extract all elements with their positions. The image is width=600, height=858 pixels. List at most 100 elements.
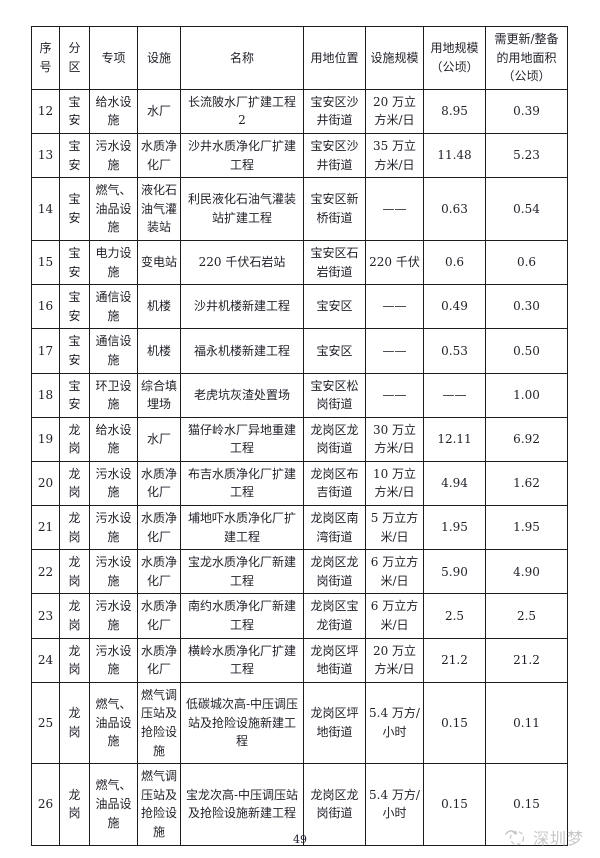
cell-facility-scale: —— <box>365 284 424 330</box>
cell-district: 龙岗 <box>59 416 90 462</box>
cell-project-name: 老虎坑灰渣处置场 <box>180 372 304 418</box>
shenzhen-dream-logo-icon <box>504 827 528 847</box>
header-cell-land-scale: 用地规模（公顷） <box>423 26 486 90</box>
cell-renewal-area: 0.6 <box>485 239 568 286</box>
cell-renewal-area: 0.15 <box>485 763 568 846</box>
header-cell-renewal-area: 需更新/整备的用地面积（公顷） <box>485 26 568 90</box>
watermark-text: 深圳梦 <box>532 829 584 848</box>
cell-land-scale: 12.11 <box>423 416 486 462</box>
cell-land-location: 龙岗区龙岗街道 <box>303 416 366 462</box>
cell-land-scale: 0.6 <box>423 239 486 286</box>
cell-land-scale: 0.15 <box>423 763 486 846</box>
cell-land-scale: 8.95 <box>423 88 486 134</box>
cell-project-name: 宝龙次高-中压调压站及抢险设施新建工程 <box>180 763 304 846</box>
cell-facility: 综合填埋场 <box>137 372 181 418</box>
table-row: 17 宝安 通信设施 机楼 福永机楼新建工程 宝安区 —— 0.53 0.50 <box>31 328 568 374</box>
cell-row-number: 13 <box>31 132 60 179</box>
cell-land-scale: 4.94 <box>423 460 486 507</box>
header-cell-row-number: 序号 <box>31 26 60 90</box>
cell-facility: 水质净化厂 <box>137 132 181 179</box>
cell-row-number: 25 <box>31 681 60 765</box>
table-row: 21 龙岗 污水设施 水质净化厂 埔地吓水质净化厂扩建工程 龙岗区南湾街道 5 万立方米/日… <box>31 505 568 551</box>
cell-project-name: 埔地吓水质净化厂扩建工程 <box>180 505 304 551</box>
cell-project-name: 南约水质净化厂新建工程 <box>180 593 304 639</box>
cell-district: 龙岗 <box>59 763 90 846</box>
table-row: 26 龙岗 燃气、油品设施 燃气调压站及抢险设施 宝龙次高-中压调压站及抢险设施新建工程… <box>31 763 568 846</box>
cell-renewal-area: 0.54 <box>485 177 568 241</box>
cell-facility: 机楼 <box>137 328 181 374</box>
cell-row-number: 24 <box>31 637 60 683</box>
header-cell-land-location: 用地位置 <box>303 26 366 90</box>
cell-facility-scale: 220 千伏 <box>365 239 424 286</box>
cell-land-location: 宝安区松岗街道 <box>303 372 366 418</box>
cell-district: 宝安 <box>59 239 90 286</box>
cell-facility: 燃气调压站及抢险设施 <box>137 763 181 846</box>
cell-land-location: 龙岗区布吉街道 <box>303 460 366 507</box>
cell-category: 污水设施 <box>89 505 138 551</box>
cell-facility: 水质净化厂 <box>137 460 181 507</box>
cell-land-scale: 1.95 <box>423 505 486 551</box>
table-row: 13 宝安 污水设施 水质净化厂 沙井水质净化厂扩建工程 宝安区沙井街道 35 万立方米/日… <box>31 132 568 179</box>
cell-category: 污水设施 <box>89 593 138 639</box>
header-cell-project-name: 名称 <box>180 26 304 90</box>
cell-facility: 水厂 <box>137 416 181 462</box>
cell-facility: 水质净化厂 <box>137 637 181 683</box>
cell-facility: 变电站 <box>137 239 181 286</box>
cell-facility-scale: 5.4 万方/小时 <box>365 681 424 765</box>
cell-facility: 水质净化厂 <box>137 505 181 551</box>
cell-land-location: 龙岗区南湾街道 <box>303 505 366 551</box>
cell-land-location: 宝安区沙井街道 <box>303 132 366 179</box>
cell-land-scale: 5.90 <box>423 549 486 595</box>
page-number: 49 <box>293 833 307 846</box>
cell-district: 龙岗 <box>59 593 90 639</box>
table-row: 18 宝安 环卫设施 综合填埋场 老虎坑灰渣处置场 宝安区松岗街道 —— —— 1.00 <box>31 372 568 418</box>
cell-project-name: 220 千伏石岩站 <box>180 239 304 286</box>
cell-project-name: 布吉水质净化厂扩建工程 <box>180 460 304 507</box>
cell-project-name: 低碳城次高-中压调压站及抢险设施新建工程 <box>180 681 304 765</box>
table-header: 序号 分区 专项 设施 名称 用地位置 设施规模 用地规模（公顷） 需更新/整备的用地面积（公顷… <box>31 26 568 90</box>
cell-district: 龙岗 <box>59 637 90 683</box>
cell-project-name: 福永机楼新建工程 <box>180 328 304 374</box>
table-header-row: 序号 分区 专项 设施 名称 用地位置 设施规模 用地规模（公顷） 需更新/整备的用地面积（公顷… <box>31 26 568 90</box>
cell-category: 燃气、油品设施 <box>89 177 138 241</box>
cell-facility-scale: 30 万立方米/日 <box>365 416 424 462</box>
cell-facility: 机楼 <box>137 284 181 330</box>
cell-renewal-area: 1.62 <box>485 460 568 507</box>
cell-project-name: 沙井水质净化厂扩建工程 <box>180 132 304 179</box>
cell-renewal-area: 5.23 <box>485 132 568 179</box>
cell-category: 给水设施 <box>89 88 138 134</box>
cell-project-name: 长流陂水厂扩建工程 2 <box>180 88 304 134</box>
cell-facility-scale: 10 万立方米/日 <box>365 460 424 507</box>
cell-land-location: 宝安区 <box>303 328 366 374</box>
cell-facility: 水质净化厂 <box>137 593 181 639</box>
cell-row-number: 17 <box>31 328 60 374</box>
cell-land-scale: 0.15 <box>423 681 486 765</box>
cell-renewal-area: 0.50 <box>485 328 568 374</box>
table-row: 16 宝安 通信设施 机楼 沙井机楼新建工程 宝安区 —— 0.49 0.30 <box>31 284 568 330</box>
cell-facility: 水质净化厂 <box>137 549 181 595</box>
cell-category: 给水设施 <box>89 416 138 462</box>
cell-district: 宝安 <box>59 88 90 134</box>
cell-project-name: 利民液化石油气灌装站扩建工程 <box>180 177 304 241</box>
cell-land-location: 宝安区 <box>303 284 366 330</box>
cell-category: 污水设施 <box>89 549 138 595</box>
table-row: 19 龙岗 给水设施 水厂 猫仔岭水厂异地重建工程 龙岗区龙岗街道 30 万立方米/日 12.… <box>31 416 568 462</box>
cell-facility-scale: —— <box>365 177 424 241</box>
cell-land-scale: 0.53 <box>423 328 486 374</box>
cell-land-scale: —— <box>423 372 486 418</box>
cell-facility-scale: —— <box>365 328 424 374</box>
cell-land-location: 龙岗区龙岗街道 <box>303 549 366 595</box>
cell-row-number: 18 <box>31 372 60 418</box>
cell-district: 龙岗 <box>59 681 90 765</box>
cell-facility: 液化石油气灌装站 <box>137 177 181 241</box>
cell-land-location: 龙岗区坪地街道 <box>303 681 366 765</box>
table-row: 12 宝安 给水设施 水厂 长流陂水厂扩建工程 2 宝安区沙井街道 20 万立方米/日 8.9… <box>31 88 568 134</box>
cell-row-number: 21 <box>31 505 60 551</box>
cell-category: 污水设施 <box>89 132 138 179</box>
cell-row-number: 19 <box>31 416 60 462</box>
table-row: 25 龙岗 燃气、油品设施 燃气调压站及抢险设施 低碳城次高-中压调压站及抢险设施新建工… <box>31 681 568 765</box>
cell-district: 龙岗 <box>59 505 90 551</box>
cell-land-location: 宝安区石岩街道 <box>303 239 366 286</box>
cell-category: 电力设施 <box>89 239 138 286</box>
table-row: 24 龙岗 污水设施 水质净化厂 横岭水质净化厂扩建工程 龙岗区坪地街道 20 万立方米/日… <box>31 637 568 683</box>
